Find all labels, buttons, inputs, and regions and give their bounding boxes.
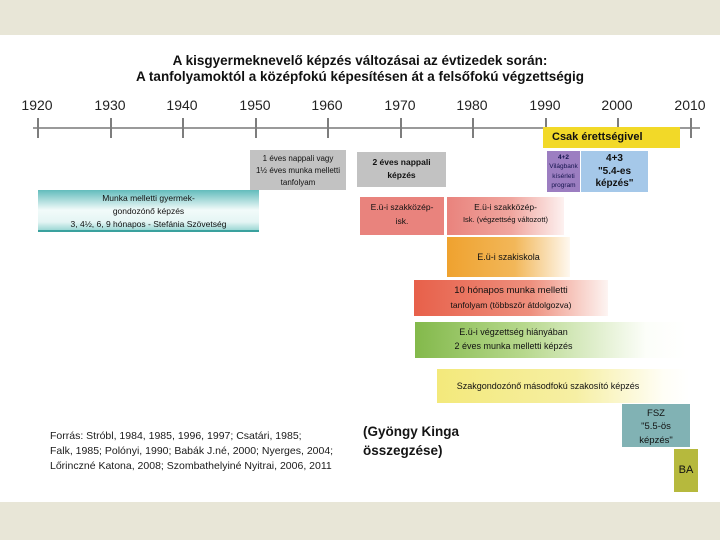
year-label-1950: 1950 xyxy=(239,97,271,113)
year-label-2010: 2010 xyxy=(674,97,706,113)
timeline-box-vilagbank-4-2: 4+2 Világbank kísérleti program xyxy=(547,151,580,192)
timeline-box-csak-erettsegivel: Csak érettségivel xyxy=(543,127,680,148)
box-line: "5.4-es xyxy=(597,165,632,177)
box-line: képzés" xyxy=(639,434,673,446)
timeline-tick xyxy=(182,118,184,138)
timeline-tick xyxy=(472,118,474,138)
credit-line: összegzése) xyxy=(363,442,443,458)
slide-bottom-band xyxy=(0,502,720,540)
timeline-box-szakkozep-2: E.ü-i szakközép- Isk. (végzettség változ… xyxy=(447,197,564,235)
box-line: 1½ éves munka melletti xyxy=(255,166,341,175)
box-line: 1 éves nappali vagy xyxy=(262,154,334,163)
box-line: képzés xyxy=(387,170,416,181)
box-line: 3, 4½, 6, 9 hónapos - Stefánia Szövetség xyxy=(70,219,227,230)
timeline-box-stefania-szovetseg: Munka melletti gyermek- gondozónő képzés… xyxy=(38,190,259,232)
timeline-box-4-3-kepzes: 4+3 "5.4-es képzés" xyxy=(581,151,648,192)
year-label-1970: 1970 xyxy=(384,97,416,113)
box-line: Világbank xyxy=(549,163,578,171)
box-line: E.ü-i szakközép- xyxy=(370,202,434,212)
box-line: Isk. (végzettség változott) xyxy=(462,215,549,225)
box-line: tanfolyam xyxy=(280,178,316,187)
credit-note: (Gyöngy Kinga összegzése) xyxy=(363,423,459,461)
box-line: Munka melletti gyermek- xyxy=(102,193,195,203)
box-line: program xyxy=(551,182,576,190)
box-line: 4+3 xyxy=(606,153,623,164)
timeline-box-fsz: FSZ "5.5-ös képzés" xyxy=(622,404,690,447)
timeline-box-10-honapos-tanfolyam: 10 hónapos munka melletti tanfolyam (töb… xyxy=(414,280,608,316)
slide-title: A kisgyermeknevelő képzés változásai az … xyxy=(0,53,720,85)
timeline-box-ba: BA xyxy=(674,449,698,492)
timeline-box-vegzettseg-hianyaban: E.ü-i végzettség hiányában 2 éves munka … xyxy=(415,322,687,358)
source-line: Lőrinczné Katona, 2008; Szombathelyiné N… xyxy=(50,460,332,473)
box-line: 10 hónapos munka melletti xyxy=(454,285,568,296)
box-line: tanfolyam (többször átdolgozva) xyxy=(450,299,572,310)
box-line: "5.5-ös xyxy=(641,421,671,433)
slide-top-band xyxy=(0,0,720,35)
slide-title-line1: A kisgyermeknevelő képzés változásai az … xyxy=(172,53,548,68)
box-line: isk. xyxy=(395,216,409,227)
box-line: FSZ xyxy=(647,408,665,419)
timeline-tick xyxy=(327,118,329,138)
timeline-tick xyxy=(690,118,692,138)
year-label-1930: 1930 xyxy=(94,97,126,113)
box-line: 2 éves munka melletti képzés xyxy=(454,340,573,351)
box-line: gondozónő képzés xyxy=(112,206,185,217)
source-references: Forrás: Stróbl, 1984, 1985, 1996, 1997; … xyxy=(50,429,333,475)
year-label-1920: 1920 xyxy=(21,97,53,113)
year-label-1990: 1990 xyxy=(529,97,561,113)
credit-line: (Gyöngy Kinga xyxy=(363,424,460,439)
timeline-tick xyxy=(110,118,112,138)
timeline-tick xyxy=(255,118,257,138)
timeline-box-szakiskola: E.ü-i szakiskola xyxy=(447,237,570,277)
timeline-box-2-eves-nappali: 2 éves nappali képzés xyxy=(357,152,446,187)
source-line: Forrás: Stróbl, 1984, 1985, 1996, 1997; … xyxy=(50,430,302,442)
box-line: képzés" xyxy=(595,178,634,189)
timeline-axis xyxy=(33,127,700,129)
box-line: E.ü-i végzettség hiányában xyxy=(459,327,568,337)
box-line: 2 éves nappali xyxy=(372,157,431,167)
year-label-1980: 1980 xyxy=(456,97,488,113)
box-line: 4+2 xyxy=(557,154,570,161)
box-line: E.ü-i szakközép- xyxy=(474,202,537,212)
timeline-box-szakgondozono: Szakgondozónő másodfokú szakosító képzés xyxy=(437,369,689,403)
year-label-1960: 1960 xyxy=(311,97,343,113)
year-label-1940: 1940 xyxy=(166,97,198,113)
timeline-tick xyxy=(37,118,39,138)
source-line: Falk, 1985; Polónyi, 1990; Babák J.né, 2… xyxy=(50,445,334,458)
timeline-tick xyxy=(400,118,402,138)
timeline-box-szakkozep-1: E.ü-i szakközép- isk. xyxy=(360,197,444,235)
box-line: kísérleti xyxy=(552,172,575,180)
timeline-box-1-eves-nappali: 1 éves nappali vagy 1½ éves munka mellet… xyxy=(250,150,346,190)
year-label-2000: 2000 xyxy=(601,97,633,113)
slide-title-line2: A tanfolyamoktól a középfokú képesítésen… xyxy=(135,69,585,84)
